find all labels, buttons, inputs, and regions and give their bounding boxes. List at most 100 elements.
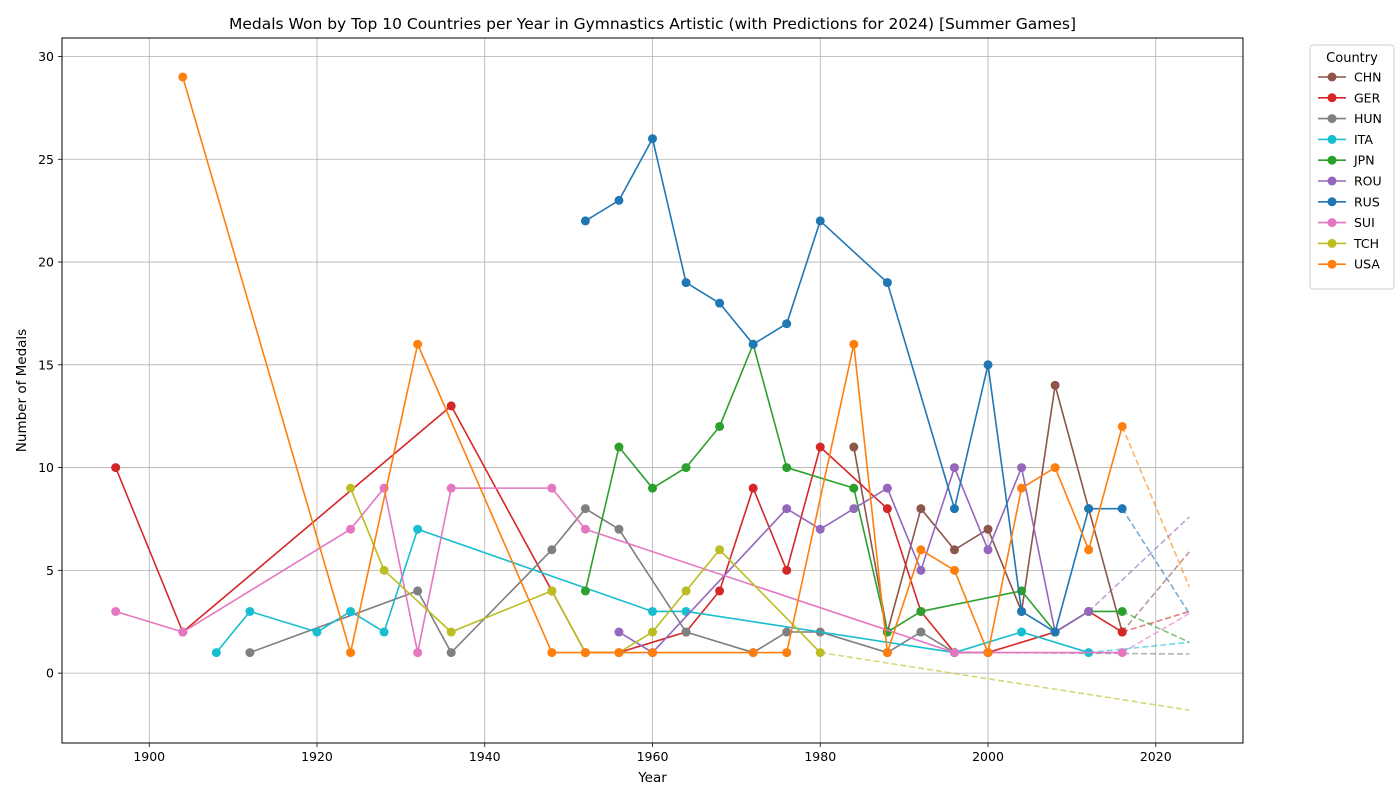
data-point xyxy=(446,401,456,411)
legend-label: SUI xyxy=(1354,215,1375,230)
series-line-ger xyxy=(114,405,1123,654)
y-axis-label: Number of Medals xyxy=(14,329,30,452)
data-point xyxy=(681,278,691,288)
legend-item-sui: SUI xyxy=(1318,215,1375,230)
data-point xyxy=(580,216,590,226)
data-point xyxy=(413,524,423,534)
data-point xyxy=(681,627,691,637)
legend-item-hun: HUN xyxy=(1318,111,1382,126)
y-tick-label: 20 xyxy=(38,255,54,270)
data-point xyxy=(916,504,926,514)
data-point xyxy=(916,606,926,616)
grid xyxy=(62,38,1243,743)
legend-item-ita: ITA xyxy=(1318,132,1373,147)
y-tick-label: 25 xyxy=(38,152,54,167)
data-point xyxy=(983,360,993,370)
data-point xyxy=(949,545,959,555)
data-point xyxy=(949,565,959,575)
data-point xyxy=(178,627,188,637)
x-tick-label: 1980 xyxy=(804,749,836,764)
data-point xyxy=(681,463,691,473)
legend-item-rus: RUS xyxy=(1318,194,1380,209)
data-point xyxy=(748,339,758,349)
data-point xyxy=(178,72,188,82)
data-point xyxy=(245,606,255,616)
data-point xyxy=(614,648,624,658)
data-point xyxy=(111,463,121,473)
data-point xyxy=(1017,463,1027,473)
forecast-line-rus xyxy=(1121,508,1190,614)
chart-title: Medals Won by Top 10 Countries per Year … xyxy=(229,15,1076,33)
data-point xyxy=(1117,504,1127,514)
data-point xyxy=(815,648,825,658)
data-point xyxy=(547,483,557,493)
legend-label: ITA xyxy=(1354,132,1373,147)
legend-swatch-marker xyxy=(1327,134,1337,144)
data-point xyxy=(882,648,892,658)
y-tick-label: 0 xyxy=(46,666,54,681)
legend-item-ger: GER xyxy=(1318,90,1381,105)
data-point xyxy=(1084,504,1094,514)
data-point xyxy=(346,483,356,493)
data-point xyxy=(983,524,993,534)
series-tch xyxy=(346,483,1190,711)
data-point xyxy=(949,504,959,514)
data-point xyxy=(547,545,557,555)
data-point xyxy=(413,648,423,658)
forecast-line-tch xyxy=(820,651,1190,711)
data-point xyxy=(346,606,356,616)
x-tick-label: 2020 xyxy=(1140,749,1172,764)
data-point xyxy=(882,483,892,493)
data-point xyxy=(715,586,725,596)
legend-label: HUN xyxy=(1354,111,1382,126)
legend-box xyxy=(1309,44,1395,290)
legend-label: USA xyxy=(1354,257,1380,272)
data-point xyxy=(614,627,624,637)
data-point xyxy=(580,504,590,514)
legend-label: TCH xyxy=(1353,236,1379,251)
x-axis-label: Year xyxy=(637,770,667,786)
data-point xyxy=(580,586,590,596)
data-point xyxy=(648,627,657,637)
data-point xyxy=(715,298,725,308)
y-tick-label: 5 xyxy=(46,563,54,578)
legend-label: GER xyxy=(1354,90,1381,105)
data-point xyxy=(111,606,121,616)
axis-ticks: 1900 1920 1940 1960 1980 2000 2020 0 5 10 15 20 25 30 xyxy=(38,49,1172,764)
data-point xyxy=(882,278,892,288)
data-point xyxy=(211,648,221,658)
data-point xyxy=(413,339,423,349)
forecast-line-rou xyxy=(1088,516,1190,613)
legend-title: Country xyxy=(1326,51,1378,66)
data-point xyxy=(949,648,959,658)
forecast-line-ita xyxy=(1088,641,1190,654)
legend-swatch-marker xyxy=(1327,218,1337,228)
data-point xyxy=(849,504,859,514)
data-point xyxy=(916,545,926,555)
data-point xyxy=(547,586,557,596)
data-point xyxy=(681,606,691,616)
legend-item-tch: TCH xyxy=(1318,236,1379,251)
legend-swatch-marker xyxy=(1327,155,1337,165)
data-point xyxy=(715,421,725,431)
data-point xyxy=(681,586,691,596)
data-point xyxy=(346,648,356,658)
data-point xyxy=(748,483,758,493)
series-line-jpn xyxy=(584,343,1123,633)
data-point xyxy=(614,195,624,205)
data-point xyxy=(815,524,825,534)
data-point xyxy=(782,463,792,473)
forecast-line-usa xyxy=(1121,426,1191,588)
data-point xyxy=(648,483,657,493)
data-point xyxy=(547,648,557,658)
data-point xyxy=(446,627,456,637)
legend-label: ROU xyxy=(1354,174,1382,189)
x-tick-label: 1900 xyxy=(133,749,165,764)
series-line-rou xyxy=(618,466,1090,654)
data-point xyxy=(379,565,389,575)
legend-item-rou: ROU xyxy=(1318,174,1382,189)
forecast-line-ger xyxy=(1121,610,1190,633)
data-point xyxy=(312,627,322,637)
data-point xyxy=(648,648,657,658)
data-point xyxy=(782,627,792,637)
